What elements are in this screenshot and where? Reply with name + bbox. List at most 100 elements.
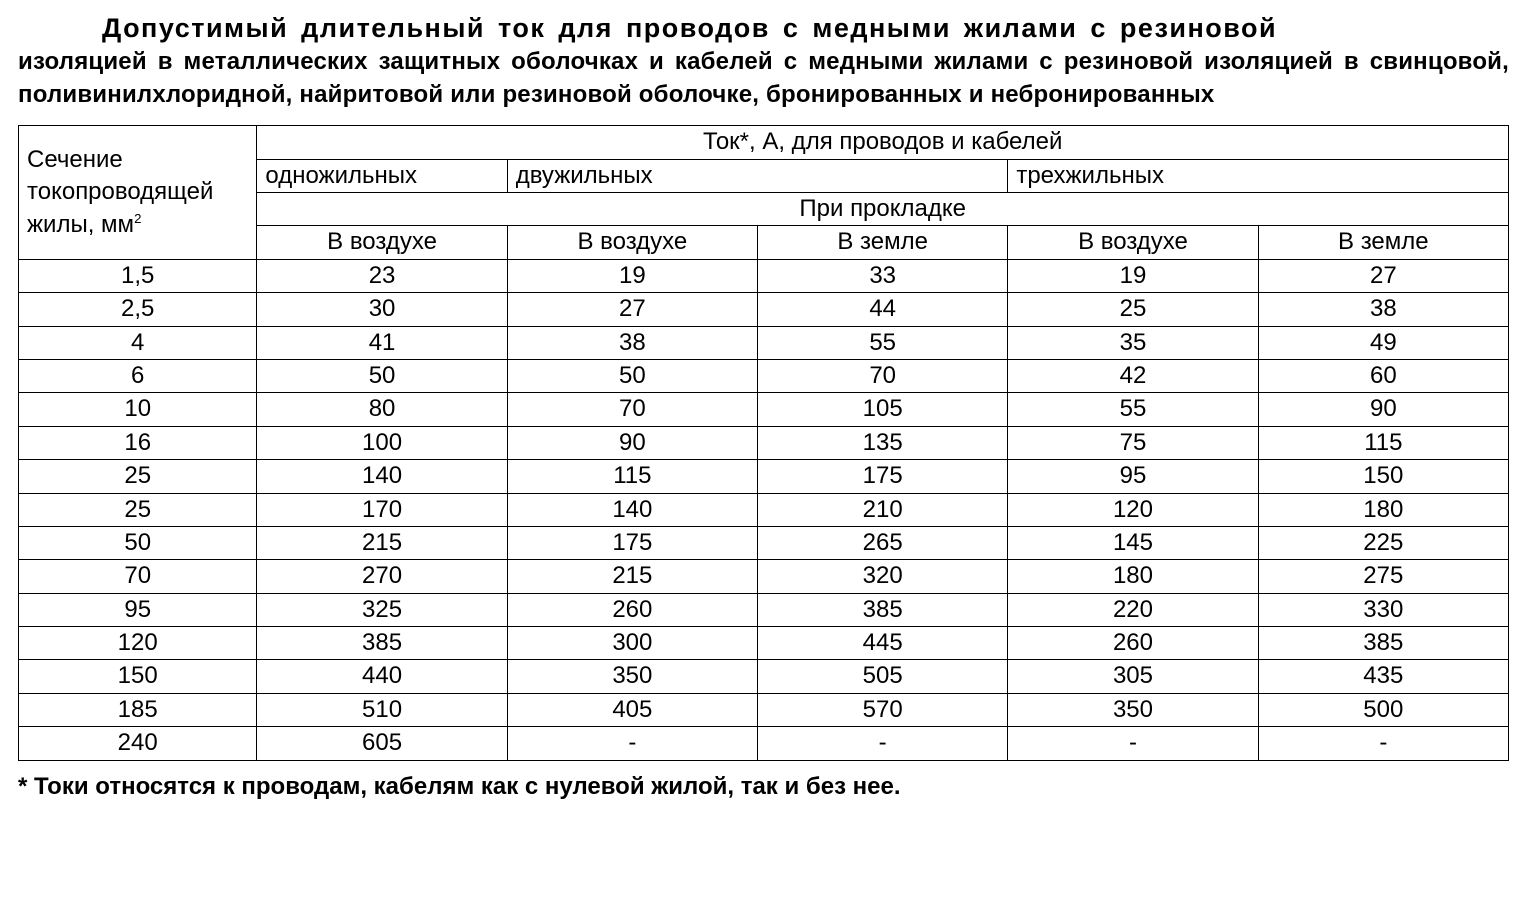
cell-value: 170 — [257, 493, 507, 526]
cell-value: 320 — [758, 560, 1008, 593]
cell-value: 49 — [1258, 326, 1508, 359]
table-row: 95325260385220330 — [19, 593, 1509, 626]
cell-value: 510 — [257, 693, 507, 726]
col-header-5: В земле — [1258, 226, 1508, 259]
document-heading: Допустимый длительный ток для проводов с… — [18, 10, 1509, 111]
cell-value: 55 — [1008, 393, 1258, 426]
cell-section: 185 — [19, 693, 257, 726]
cell-value: 180 — [1008, 560, 1258, 593]
cell-value: 270 — [257, 560, 507, 593]
col-header-4: В воздухе — [1008, 226, 1258, 259]
cell-value: 145 — [1008, 526, 1258, 559]
cell-section: 150 — [19, 660, 257, 693]
cell-value: 60 — [1258, 359, 1508, 392]
cell-value: 70 — [507, 393, 757, 426]
cell-value: 35 — [1008, 326, 1258, 359]
cell-value: 27 — [1258, 259, 1508, 292]
header-row-1: Сечение токопроводящей жилы, мм2 Ток*, А… — [19, 126, 1509, 159]
row-label-text: Сечение токопроводящей жилы, мм — [27, 146, 213, 238]
table-row: 185510405570350500 — [19, 693, 1509, 726]
table-row: 50215175265145225 — [19, 526, 1509, 559]
cell-value: 260 — [507, 593, 757, 626]
cell-value: 44 — [758, 293, 1008, 326]
cell-value: 70 — [758, 359, 1008, 392]
cell-value: 33 — [758, 259, 1008, 292]
table-row: 1,52319331927 — [19, 259, 1509, 292]
cell-section: 95 — [19, 593, 257, 626]
cell-value: 275 — [1258, 560, 1508, 593]
cell-value: 505 — [758, 660, 1008, 693]
cell-value: 100 — [257, 426, 507, 459]
laying-header: При прокладке — [257, 193, 1509, 226]
cell-section: 25 — [19, 493, 257, 526]
heading-first-line: Допустимый длительный ток для проводов с… — [18, 10, 1509, 46]
type-double: двужильных — [507, 159, 1008, 192]
cell-value: 305 — [1008, 660, 1258, 693]
cell-value: 150 — [1258, 460, 1508, 493]
table-row: 240605---- — [19, 727, 1509, 760]
table-row: 1080701055590 — [19, 393, 1509, 426]
cell-value: 115 — [1258, 426, 1508, 459]
cell-value: 385 — [1258, 627, 1508, 660]
cell-section: 2,5 — [19, 293, 257, 326]
cell-value: 80 — [257, 393, 507, 426]
top-header: Ток*, А, для проводов и кабелей — [257, 126, 1509, 159]
cell-section: 70 — [19, 560, 257, 593]
cell-value: 210 — [758, 493, 1008, 526]
cell-value: 325 — [257, 593, 507, 626]
cell-section: 25 — [19, 460, 257, 493]
cell-value: 225 — [1258, 526, 1508, 559]
cell-value: 105 — [758, 393, 1008, 426]
type-triple: трехжильных — [1008, 159, 1509, 192]
cell-value: 265 — [758, 526, 1008, 559]
cell-value: 25 — [1008, 293, 1258, 326]
cell-value: 440 — [257, 660, 507, 693]
cell-value: 42 — [1008, 359, 1258, 392]
table-row: 70270215320180275 — [19, 560, 1509, 593]
cell-value: 38 — [1258, 293, 1508, 326]
cell-section: 50 — [19, 526, 257, 559]
table-row: 2514011517595150 — [19, 460, 1509, 493]
col-header-3: В земле — [758, 226, 1008, 259]
table-head: Сечение токопроводящей жилы, мм2 Ток*, А… — [19, 126, 1509, 260]
cell-value: - — [758, 727, 1008, 760]
cell-value: 41 — [257, 326, 507, 359]
type-single: одножильных — [257, 159, 507, 192]
cell-value: 27 — [507, 293, 757, 326]
cell-value: - — [1258, 727, 1508, 760]
cell-value: 330 — [1258, 593, 1508, 626]
table-row: 2,53027442538 — [19, 293, 1509, 326]
cell-section: 6 — [19, 359, 257, 392]
cell-value: 300 — [507, 627, 757, 660]
row-label-header: Сечение токопроводящей жилы, мм2 — [19, 126, 257, 260]
footnote: * Токи относятся к проводам, кабелям как… — [18, 773, 1509, 801]
cell-value: 220 — [1008, 593, 1258, 626]
cell-value: 19 — [507, 259, 757, 292]
cell-value: 38 — [507, 326, 757, 359]
cell-value: 55 — [758, 326, 1008, 359]
cell-value: 23 — [257, 259, 507, 292]
cell-value: 350 — [1008, 693, 1258, 726]
cell-value: 405 — [507, 693, 757, 726]
cell-value: 95 — [1008, 460, 1258, 493]
cell-section: 240 — [19, 727, 257, 760]
col-header-2: В воздухе — [507, 226, 757, 259]
cell-section: 1,5 — [19, 259, 257, 292]
row-label-sup: 2 — [134, 211, 141, 226]
cell-value: 115 — [507, 460, 757, 493]
cell-value: 385 — [758, 593, 1008, 626]
table-row: 44138553549 — [19, 326, 1509, 359]
cell-value: 215 — [507, 560, 757, 593]
cell-section: 10 — [19, 393, 257, 426]
cell-value: 50 — [507, 359, 757, 392]
cell-value: 135 — [758, 426, 1008, 459]
cell-value: 19 — [1008, 259, 1258, 292]
cell-section: 4 — [19, 326, 257, 359]
cell-value: 180 — [1258, 493, 1508, 526]
cell-value: 350 — [507, 660, 757, 693]
cell-value: 90 — [1258, 393, 1508, 426]
table-row: 150440350505305435 — [19, 660, 1509, 693]
cell-value: - — [1008, 727, 1258, 760]
cell-value: 215 — [257, 526, 507, 559]
cell-value: 500 — [1258, 693, 1508, 726]
